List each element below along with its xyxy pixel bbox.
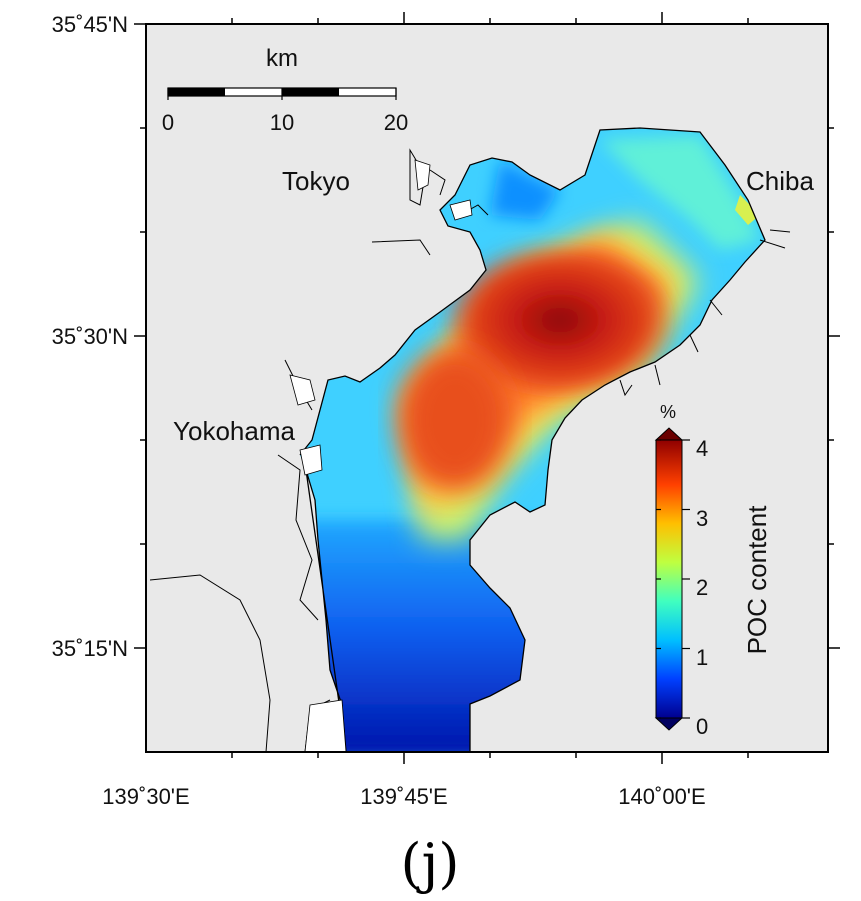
frame-ticks bbox=[134, 12, 840, 764]
lon-label-139-45: 139˚45'E bbox=[360, 784, 447, 809]
lat-label-35-30: 35˚30'N bbox=[52, 324, 128, 349]
reclaimed-land bbox=[289, 159, 473, 753]
lat-label-35-15: 35˚15'N bbox=[52, 636, 128, 661]
lon-label-140-00: 140˚00'E bbox=[618, 784, 705, 809]
scale-tick-10: 10 bbox=[270, 110, 294, 135]
scale-tick-0: 0 bbox=[162, 110, 174, 135]
place-label-chiba: Chiba bbox=[746, 166, 814, 196]
colorbar-tick-4: 4 bbox=[696, 436, 708, 461]
colorbar-title: POC content bbox=[742, 505, 772, 655]
colorbar-tick-0: 0 bbox=[696, 714, 708, 739]
scale-bar-unit: km bbox=[266, 45, 298, 72]
lon-label-139-30: 139˚30'E bbox=[102, 784, 189, 809]
colorbar-tick-3: 3 bbox=[696, 506, 708, 531]
place-label-tokyo: Tokyo bbox=[282, 166, 350, 196]
scale-tick-20: 20 bbox=[384, 110, 408, 135]
colorbar: % 4 3 2 1 0 POC content bbox=[654, 402, 772, 739]
colorbar-unit: % bbox=[660, 402, 676, 422]
scale-bar: km 0 10 20 bbox=[162, 45, 408, 135]
lat-label-35-45: 35˚45'N bbox=[52, 12, 128, 37]
colorbar-tick-2: 2 bbox=[696, 575, 708, 600]
coastline bbox=[299, 127, 766, 753]
colorbar-min-triangle bbox=[654, 717, 684, 731]
panel-label: (j) bbox=[401, 832, 460, 895]
map-frame bbox=[145, 23, 829, 753]
colorbar-max-triangle bbox=[654, 427, 684, 441]
place-label-yokohama: Yokohama bbox=[173, 416, 295, 446]
colorbar-tick-1: 1 bbox=[696, 645, 708, 670]
